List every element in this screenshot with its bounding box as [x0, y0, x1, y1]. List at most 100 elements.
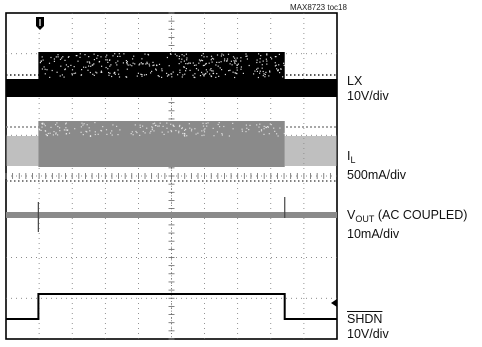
channel-scale: 10mA/div	[347, 227, 400, 241]
il-noise-speck	[201, 130, 203, 132]
lx-noise-speck	[234, 61, 236, 63]
lx-noise-speck	[245, 55, 247, 57]
lx-noise-speck	[186, 59, 188, 61]
lx-noise-speck	[197, 69, 199, 71]
lx-noise-speck	[183, 60, 185, 62]
lx-noise-speck	[62, 56, 64, 58]
il-noise-speck	[166, 127, 168, 129]
il-noise-speck	[228, 135, 230, 137]
lx-noise-speck	[209, 69, 211, 71]
lx-noise-speck	[106, 54, 108, 56]
lx-noise-speck	[105, 59, 107, 61]
lx-noise-speck	[264, 76, 266, 78]
il-noise-speck	[182, 132, 184, 135]
lx-noise-speck	[265, 58, 267, 60]
lx-noise-speck	[187, 63, 189, 65]
lx-noise-speck	[203, 75, 205, 77]
channel-name: IL	[347, 149, 406, 168]
il-noise-speck	[263, 128, 265, 130]
il-noise-speck	[265, 126, 267, 128]
lx-noise-speck	[181, 54, 183, 56]
il-noise-speck	[184, 129, 186, 131]
lx-noise-speck	[205, 63, 207, 65]
lx-noise-speck	[41, 56, 43, 58]
lx-noise-speck	[71, 73, 73, 75]
il-noise-speck	[276, 133, 278, 135]
lx-noise-speck	[43, 66, 45, 68]
lx-noise-speck	[153, 64, 155, 66]
il-noise-speck	[59, 127, 61, 129]
lx-noise-speck	[178, 55, 180, 57]
il-noise-speck	[179, 124, 181, 126]
il-noise-speck	[186, 135, 188, 137]
lx-noise-speck	[203, 74, 205, 76]
il-noise-speck	[218, 122, 220, 124]
lx-noise-speck	[152, 64, 154, 67]
lx-noise-speck	[269, 71, 271, 73]
il-noise-speck	[178, 132, 180, 134]
lx-noise-speck	[141, 63, 143, 65]
lx-noise-speck	[231, 64, 233, 66]
lx-noise-speck	[236, 73, 238, 75]
lx-noise-speck	[172, 71, 174, 73]
lx-noise-speck	[105, 56, 107, 58]
lx-noise-speck	[113, 72, 116, 74]
il-noise-speck	[42, 122, 44, 124]
lx-noise-speck	[257, 76, 259, 79]
lx-noise-speck	[105, 66, 107, 69]
il-noise-speck	[46, 135, 48, 137]
lx-noise-speck	[48, 62, 51, 64]
lx-noise-speck	[109, 72, 111, 74]
channel-scale: 10V/div	[347, 89, 389, 103]
il-noise-speck	[55, 133, 57, 135]
il-noise-speck	[258, 131, 260, 133]
lx-noise-speck	[64, 68, 66, 70]
lx-noise-speck	[161, 70, 163, 72]
il-noise-speck	[249, 124, 251, 126]
lx-noise-speck	[265, 71, 267, 73]
lx-noise-speck	[242, 72, 244, 74]
il-noise-speck	[151, 127, 154, 129]
il-noise-speck	[273, 127, 275, 129]
lx-noise-speck	[112, 55, 114, 57]
il-noise-speck	[57, 134, 59, 136]
il-noise-speck	[80, 126, 82, 128]
lx-noise-speck	[155, 68, 157, 70]
lx-noise-speck	[189, 69, 191, 71]
lx-noise-speck	[236, 69, 238, 71]
lx-noise-speck	[194, 73, 196, 75]
lx-noise-speck	[193, 76, 195, 78]
lx-noise-speck	[216, 54, 219, 56]
lx-noise-speck	[88, 56, 90, 58]
lx-noise-speck	[180, 61, 182, 63]
lx-noise-speck	[67, 56, 69, 58]
channel-label: IL 500mA/div	[347, 149, 406, 183]
il-noise-speck	[203, 131, 206, 133]
lx-noise-speck	[199, 75, 202, 77]
il-noise-speck	[65, 127, 67, 129]
lx-noise-speck	[144, 53, 146, 55]
lx-noise-speck	[278, 53, 280, 55]
il-noise-speck	[83, 123, 85, 125]
lx-noise-speck	[228, 70, 230, 72]
il-noise-speck	[212, 127, 214, 129]
il-noise-speck	[269, 123, 271, 125]
lx-noise-speck	[217, 65, 219, 67]
il-noise-speck	[39, 129, 41, 131]
lx-noise-speck	[235, 72, 237, 74]
il-noise-speck	[146, 127, 148, 129]
il-noise-speck	[213, 135, 215, 137]
il-noise-speck	[80, 131, 82, 133]
il-noise-speck	[197, 132, 199, 134]
channel-name-subscript: OUT	[355, 214, 375, 224]
channel-label: LX 10V/div	[347, 74, 389, 104]
il-noise-speck	[134, 124, 136, 126]
il-noise-speck	[181, 127, 183, 130]
lx-noise-speck	[266, 54, 268, 56]
lx-noise-speck	[131, 65, 133, 67]
lx-noise-speck	[185, 70, 187, 72]
lx-noise-speck	[226, 58, 229, 60]
lx-noise-speck	[240, 66, 242, 68]
il-noise-speck	[204, 128, 206, 130]
